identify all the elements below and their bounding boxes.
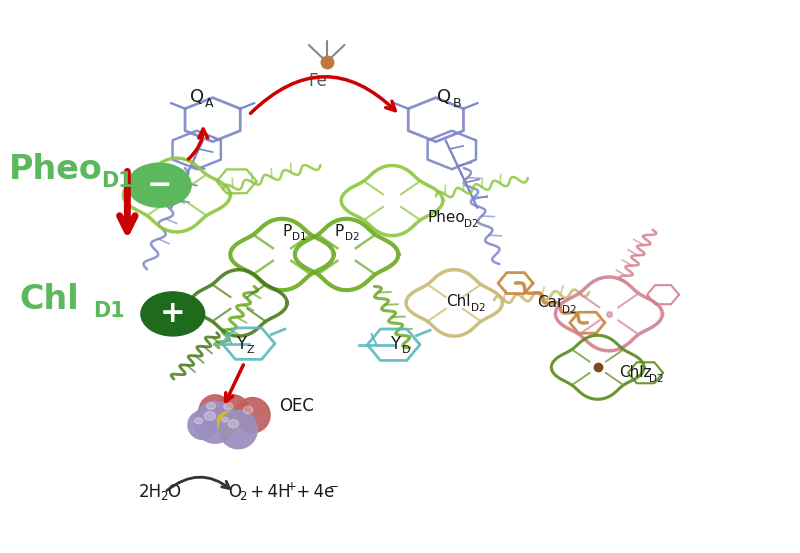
Text: Y: Y [236, 335, 246, 353]
Text: B: B [453, 97, 462, 110]
Ellipse shape [224, 403, 233, 410]
Text: D1: D1 [101, 171, 133, 191]
Text: D2: D2 [471, 303, 486, 313]
Text: A: A [205, 97, 213, 110]
Text: Chlz: Chlz [619, 366, 652, 380]
Text: + 4H: + 4H [247, 483, 290, 501]
Text: Y: Y [390, 335, 401, 353]
Ellipse shape [228, 420, 238, 427]
Circle shape [141, 292, 205, 336]
Text: D: D [402, 345, 410, 354]
Text: −: − [146, 171, 172, 200]
Ellipse shape [243, 406, 253, 414]
Text: OEC: OEC [279, 398, 314, 415]
Text: O: O [167, 483, 180, 501]
Text: Chl: Chl [19, 283, 78, 316]
Text: Z: Z [247, 345, 254, 354]
Text: Q: Q [438, 88, 451, 106]
Ellipse shape [216, 395, 250, 428]
Text: Pheo: Pheo [10, 153, 103, 186]
Text: 2: 2 [160, 490, 167, 503]
Text: −: − [328, 480, 338, 493]
Text: +: + [286, 480, 297, 493]
Ellipse shape [222, 418, 228, 422]
Ellipse shape [194, 401, 236, 443]
Text: 2H: 2H [138, 483, 162, 501]
Text: D2: D2 [345, 232, 360, 242]
Text: D2: D2 [562, 305, 577, 315]
Ellipse shape [199, 395, 231, 427]
Text: O: O [229, 483, 242, 501]
Text: +: + [160, 299, 186, 328]
Ellipse shape [206, 403, 215, 409]
Ellipse shape [217, 412, 239, 434]
Text: Chl: Chl [446, 294, 470, 309]
Text: Pheo: Pheo [427, 210, 465, 225]
Ellipse shape [194, 418, 202, 424]
Circle shape [127, 163, 191, 207]
Text: + 4e: + 4e [293, 483, 334, 501]
Text: Fe: Fe [308, 72, 327, 90]
Text: 2: 2 [239, 490, 246, 503]
Text: P: P [282, 224, 291, 239]
Text: Car: Car [537, 295, 563, 310]
Ellipse shape [235, 398, 270, 433]
Ellipse shape [188, 411, 217, 440]
Text: Q: Q [190, 88, 204, 106]
Ellipse shape [219, 410, 258, 448]
Text: D1: D1 [292, 232, 307, 242]
Text: D1: D1 [93, 301, 125, 321]
Text: D2: D2 [464, 219, 478, 229]
Text: P: P [334, 224, 344, 239]
Ellipse shape [204, 411, 215, 420]
Text: D2: D2 [649, 374, 663, 384]
